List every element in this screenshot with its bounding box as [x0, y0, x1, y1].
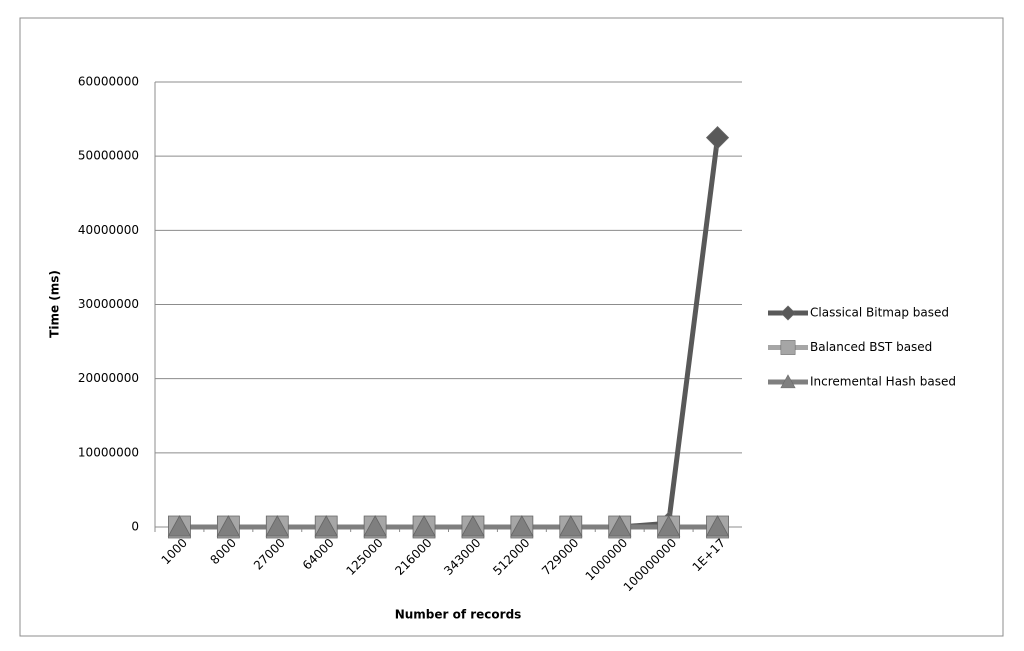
marker	[216, 515, 241, 537]
legend-label: Classical Bitmap based	[810, 306, 949, 320]
marker	[314, 515, 338, 537]
chart-frame	[19, 17, 1004, 637]
marker	[656, 515, 681, 537]
y-tick-label: 50000000	[78, 149, 139, 163]
marker	[705, 515, 730, 537]
y-tick-label: 30000000	[78, 297, 139, 311]
x-axis-title: Number of records	[395, 608, 522, 622]
marker	[510, 515, 534, 537]
marker	[265, 515, 289, 537]
legend-marker	[780, 305, 796, 321]
marker	[412, 515, 436, 537]
marker	[167, 515, 192, 537]
marker	[461, 515, 485, 537]
y-tick-label: 10000000	[78, 445, 139, 459]
legend-label: Balanced BST based	[810, 340, 932, 354]
y-axis-title: Time (ms)	[48, 270, 62, 338]
y-tick-label: 0	[131, 520, 139, 534]
marker	[608, 515, 632, 537]
y-tick-label: 20000000	[78, 371, 139, 385]
marker	[559, 515, 583, 537]
marker	[705, 126, 730, 150]
y-tick-label: 40000000	[78, 223, 139, 237]
legend-marker	[780, 374, 796, 389]
marker	[363, 515, 387, 537]
legend-marker	[780, 340, 796, 355]
legend-label: Incremental Hash based	[810, 375, 956, 389]
y-tick-label: 60000000	[78, 75, 139, 89]
